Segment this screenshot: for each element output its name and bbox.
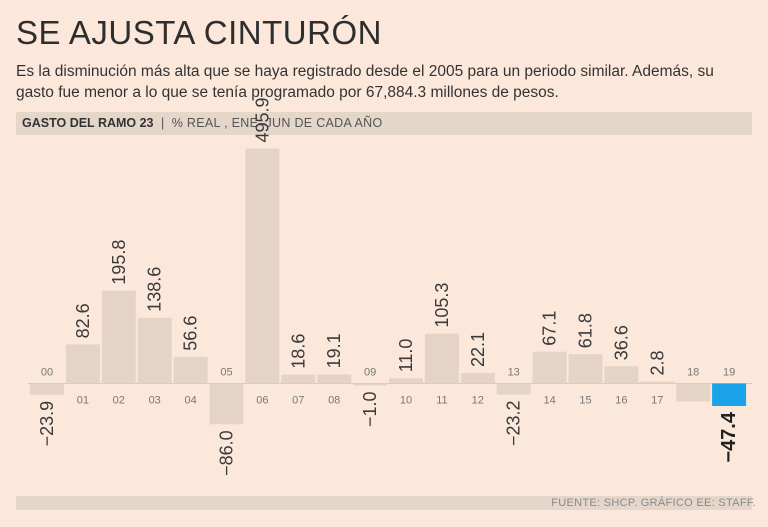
bar-15 (568, 354, 603, 384)
category-label-11: 11 (436, 395, 447, 407)
category-label-10: 10 (400, 395, 412, 407)
header-series-name: GASTO DEL RAMO 23 (22, 116, 154, 130)
value-label-09: −1.0 (360, 392, 380, 428)
category-label-07: 07 (292, 395, 304, 407)
bar-11 (424, 333, 459, 384)
header-separator: | (161, 116, 165, 130)
value-label-02: 195.8 (109, 240, 129, 285)
category-label-08: 08 (328, 395, 340, 407)
bar-17 (640, 381, 675, 384)
value-label-16: 36.6 (611, 325, 631, 360)
value-label-17: 2.8 (647, 350, 667, 375)
category-label-12: 12 (472, 395, 484, 407)
category-label-09: 09 (364, 367, 376, 379)
category-label-14: 14 (543, 395, 555, 407)
bar-10 (389, 378, 423, 384)
value-label-15: 61.8 (576, 313, 596, 348)
bar-02 (101, 290, 136, 384)
category-label-04: 04 (184, 395, 196, 407)
bar-04 (173, 356, 208, 384)
value-label-05: −86.0 (217, 430, 237, 476)
chart-subtitle: Es la disminución más alta que se haya r… (16, 63, 714, 101)
value-label-14: 67.1 (540, 311, 560, 346)
bar-16 (604, 366, 639, 384)
bar-06 (245, 148, 280, 384)
value-label-08: 19.1 (324, 333, 344, 368)
chart-header-band: GASTO DEL RAMO 23 | % REAL , ENE–JUN DE … (16, 112, 752, 135)
value-label-00: −23.9 (37, 401, 57, 447)
bar-00 (30, 383, 64, 395)
value-label-04: 56.6 (181, 316, 201, 351)
category-label-06: 06 (256, 395, 268, 407)
value-label-03: 138.6 (145, 267, 165, 312)
value-label-19: −47.4 (718, 411, 740, 462)
chart-header-label: GASTO DEL RAMO 23 | % REAL , ENE–JUN DE … (22, 116, 383, 130)
bar-05 (209, 383, 244, 425)
value-label-07: 18.6 (288, 334, 308, 369)
footer-band (16, 496, 752, 510)
category-label-15: 15 (579, 395, 591, 407)
bar-07 (281, 374, 316, 384)
category-label-05: 05 (220, 367, 232, 379)
bar-01 (65, 344, 100, 384)
header-units: % REAL , ENE–JUN DE CADA AÑO (171, 116, 383, 130)
category-label-17: 17 (651, 395, 663, 407)
category-label-18: 18 (687, 367, 699, 379)
bar-14 (532, 351, 567, 384)
bar-08 (317, 374, 352, 384)
category-label-16: 16 (615, 395, 627, 407)
bar-18 (676, 383, 711, 402)
value-label-11: 105.3 (432, 283, 452, 328)
source-note: FUENTE: SHCP. GRÁFICO EE: STAFF. (551, 497, 756, 509)
category-label-19: 19 (723, 367, 735, 379)
chart-title: SE AJUSTA CINTURÓN (16, 14, 382, 51)
value-label-06: 495.9 (252, 97, 272, 142)
value-label-10: 11.0 (396, 339, 416, 373)
bar-13 (496, 383, 531, 395)
value-label-13: −23.2 (504, 401, 524, 447)
category-label-01: 01 (77, 395, 89, 407)
value-label-12: 22.1 (468, 332, 488, 367)
bar-09 (353, 383, 388, 386)
category-label-13: 13 (508, 367, 520, 379)
bar-12 (460, 373, 495, 384)
bar-03 (137, 317, 172, 384)
category-label-02: 02 (113, 395, 125, 407)
bar-19 (712, 383, 747, 406)
value-label-01: 82.6 (73, 303, 93, 338)
category-label-03: 03 (149, 395, 161, 407)
category-label-00: 00 (41, 367, 53, 379)
